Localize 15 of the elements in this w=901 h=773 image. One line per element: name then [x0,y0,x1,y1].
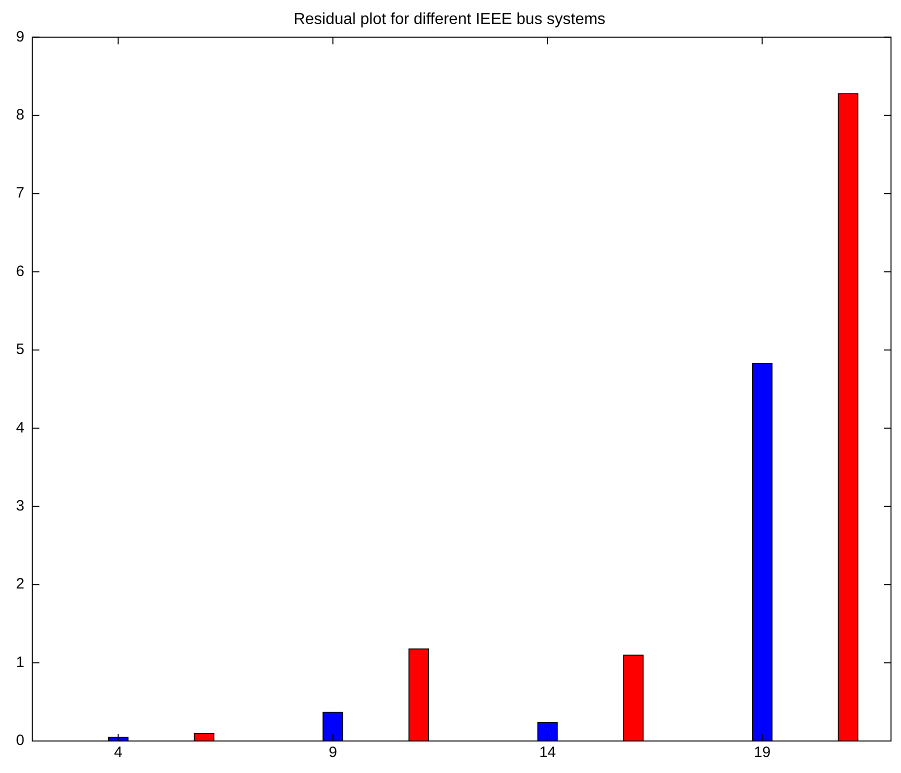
y-tick-label: 4 [16,419,24,436]
y-tick-label: 9 [16,28,24,46]
y-tick-label: 6 [16,262,24,280]
y-tick-label: 1 [16,654,24,671]
x-tick-label: 19 [754,744,771,762]
y-tick-label: 7 [16,184,24,202]
y-tick-label: 0 [16,732,24,750]
y-tick-label: 8 [16,106,24,124]
x-tick-label: 9 [328,744,338,762]
x-tick-label: 14 [539,744,556,762]
y-tick-label: 2 [16,576,24,593]
y-tick-label: 3 [16,498,24,515]
x-tick-label: 4 [114,744,122,762]
y-tick-label: 5 [16,341,24,358]
chart-title: Residual plot for different IEEE bus systems [294,11,606,28]
